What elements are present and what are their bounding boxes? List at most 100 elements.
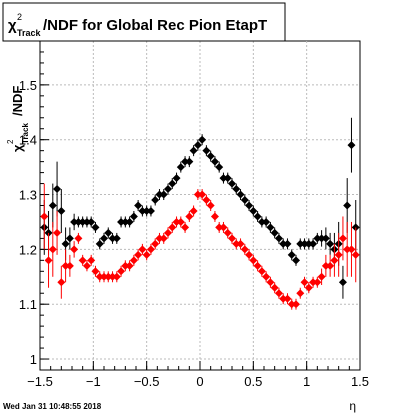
y-tick-label: 1.4 — [19, 133, 37, 148]
data-point — [108, 272, 117, 281]
data-point — [206, 152, 215, 161]
data-point — [82, 217, 91, 226]
data-point — [121, 217, 130, 226]
data-point — [210, 157, 219, 166]
data-point — [146, 245, 155, 254]
data-point — [334, 250, 343, 259]
data-point — [283, 294, 292, 303]
data-point — [292, 300, 300, 309]
x-tick-label: 1 — [303, 374, 310, 389]
timestamp: Wed Jan 31 10:48:55 2018 — [3, 402, 102, 411]
y-axis-label: χ 2 Track /NDF — [6, 86, 30, 152]
y-tick-label: 1.2 — [19, 242, 37, 257]
data-point — [330, 256, 339, 265]
data-point — [40, 212, 49, 221]
data-point — [155, 190, 164, 199]
data-point — [74, 234, 83, 243]
data-point — [283, 239, 292, 248]
data-point — [296, 289, 305, 298]
data-point — [117, 217, 126, 226]
data-point — [313, 234, 322, 243]
data-point — [44, 256, 53, 265]
data-point — [134, 201, 143, 210]
data-point — [151, 239, 160, 248]
y-axis-title: /NDF — [10, 86, 25, 116]
data-point — [257, 217, 266, 226]
data-point — [61, 261, 70, 270]
data-point — [125, 261, 134, 270]
data-point — [245, 250, 254, 259]
data-point — [347, 141, 356, 150]
data-point — [309, 239, 318, 248]
data-point — [274, 234, 283, 243]
data-point — [215, 223, 224, 232]
data-point — [279, 239, 288, 248]
data-point — [347, 245, 356, 254]
data-point — [112, 272, 121, 281]
data-point — [87, 217, 96, 226]
data-point — [142, 250, 151, 259]
data-point — [232, 239, 241, 248]
data-point — [343, 245, 352, 254]
data-point — [206, 201, 215, 210]
data-point — [151, 196, 160, 205]
data-point — [198, 190, 207, 199]
data-points — [40, 117, 360, 310]
data-point — [270, 283, 279, 292]
data-point — [321, 261, 330, 270]
data-point — [129, 212, 138, 221]
ylabel-chi-symbol: χ — [10, 144, 25, 152]
data-point — [70, 245, 79, 254]
x-tick-label: 0 — [196, 374, 203, 389]
x-tick-label: −0.5 — [134, 374, 160, 389]
data-point — [138, 245, 147, 254]
data-point — [326, 239, 335, 248]
data-point — [245, 201, 254, 210]
data-point — [61, 239, 70, 248]
data-point — [100, 234, 108, 243]
data-point — [91, 223, 100, 232]
data-point — [300, 278, 309, 287]
x-tick-label: 1.5 — [351, 374, 369, 389]
x-tick-label: −1 — [86, 374, 101, 389]
data-point — [189, 146, 198, 155]
x-tick-label: 0.5 — [244, 374, 262, 389]
ylabel-superscript: 2 — [6, 139, 15, 144]
data-point — [48, 245, 57, 254]
data-point — [198, 135, 207, 144]
data-point — [134, 250, 143, 259]
data-point — [125, 217, 134, 226]
data-point — [176, 217, 185, 226]
chart-title: /NDF for Global Rec Pion EtapT — [43, 17, 267, 34]
data-point — [309, 278, 318, 287]
data-point — [172, 174, 181, 183]
data-point — [257, 267, 266, 276]
data-point — [193, 190, 202, 199]
data-point — [279, 294, 288, 303]
title-chi-symbol: χ — [8, 17, 17, 34]
y-tick-label: 1.1 — [19, 297, 37, 312]
data-point — [168, 179, 177, 188]
data-point — [266, 223, 275, 232]
data-point — [249, 206, 258, 215]
data-point — [343, 201, 352, 210]
data-point — [236, 190, 245, 199]
data-point — [321, 234, 330, 243]
data-point — [164, 185, 172, 194]
data-point — [104, 272, 113, 281]
data-point — [338, 278, 347, 287]
data-point — [266, 278, 275, 287]
axis-ticks: −1.5 −1 −0.5 0 0.5 1 1.5 1 1.1 1.2 1.3 1.4 1.5 — [19, 51, 369, 389]
data-point — [287, 250, 296, 259]
data-point — [223, 228, 232, 237]
data-point — [74, 217, 83, 226]
data-point — [146, 206, 155, 215]
data-point — [274, 289, 283, 298]
data-point — [70, 217, 79, 226]
data-point — [172, 217, 181, 226]
x-tick-label: −1.5 — [27, 374, 53, 389]
data-point — [228, 179, 236, 188]
data-point — [87, 256, 96, 265]
